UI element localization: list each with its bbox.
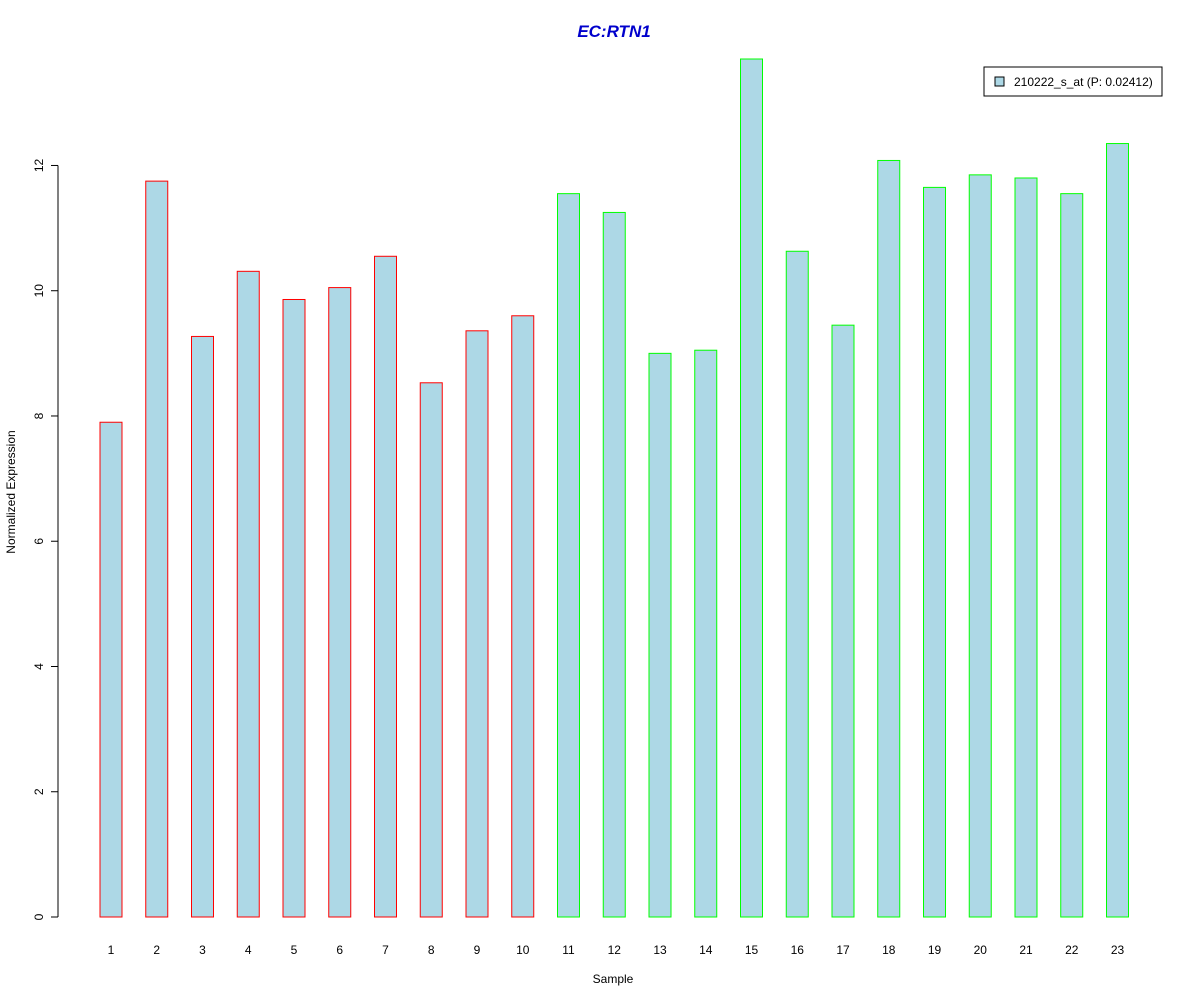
bar: [877, 159, 901, 918]
x-tick-label: 16: [791, 943, 805, 957]
legend-entry: 210222_s_at (P: 0.02412): [1014, 75, 1153, 89]
y-tick-label: 8: [32, 412, 46, 419]
y-tick-label: 12: [32, 158, 46, 172]
bar: [282, 298, 306, 918]
x-tick-label: 1: [108, 943, 115, 957]
bar: [694, 349, 718, 918]
bar: [602, 211, 626, 918]
y-tick-label: 4: [32, 663, 46, 670]
x-tick-label: 4: [245, 943, 252, 957]
bar: [465, 330, 489, 918]
bar: [968, 174, 992, 918]
x-tick-label: 17: [836, 943, 850, 957]
x-tick-label: 18: [882, 943, 896, 957]
x-tick-label: 21: [1019, 943, 1033, 957]
x-tick-label: 12: [608, 943, 622, 957]
bar: [923, 186, 946, 918]
bar: [236, 270, 260, 918]
x-tick-label: 20: [974, 943, 988, 957]
y-tick-label: 0: [32, 913, 46, 920]
x-tick-label: 2: [153, 943, 160, 957]
x-tick-label: 11: [562, 943, 575, 957]
x-tick-label: 23: [1111, 943, 1125, 957]
legend-box: [983, 66, 1163, 97]
bar: [1106, 143, 1129, 918]
bar: [511, 315, 535, 918]
x-tick-label: 9: [474, 943, 481, 957]
bar: [557, 193, 580, 918]
bar: [191, 335, 214, 918]
x-axis-label: Sample: [593, 972, 634, 986]
bar: [328, 287, 352, 918]
bar: [740, 58, 763, 918]
y-axis-label: Normalized Expression: [4, 430, 18, 553]
x-tick-label: 22: [1065, 943, 1079, 957]
x-tick-label: 8: [428, 943, 435, 957]
legend: 210222_s_at (P: 0.02412): [983, 66, 1163, 97]
bar: [1014, 177, 1038, 918]
bar: [831, 324, 855, 918]
x-tick-label: 7: [382, 943, 389, 957]
chart-title: EC:RTN1: [577, 22, 650, 41]
bar: [374, 255, 397, 918]
x-tick-label: 5: [291, 943, 298, 957]
x-tick-label: 14: [699, 943, 713, 957]
x-tick-label: 13: [653, 943, 667, 957]
x-tick-label: 6: [336, 943, 343, 957]
y-tick-label: 6: [32, 538, 46, 545]
bar: [648, 352, 672, 918]
x-tick-label: 3: [199, 943, 206, 957]
x-tick-label: 19: [928, 943, 942, 957]
x-tick-label: 15: [745, 943, 759, 957]
y-axis: 0 2 4 6 8 10 12: [32, 158, 59, 920]
bar: [99, 421, 123, 918]
x-tick-labels: 1 2 3 4 5 6 7 8 9 10 11 12 13 14 15 16 17 18 19 20 21 22 23: [108, 943, 1125, 957]
x-tick-label: 10: [516, 943, 530, 957]
bars: [99, 58, 1129, 918]
bar: [1060, 193, 1084, 918]
y-tick-label: 10: [32, 284, 46, 298]
bar: [145, 180, 169, 918]
y-tick-label: 2: [32, 788, 46, 795]
bar: [419, 382, 443, 918]
legend-swatch: [994, 76, 1005, 87]
bar: [785, 250, 809, 918]
